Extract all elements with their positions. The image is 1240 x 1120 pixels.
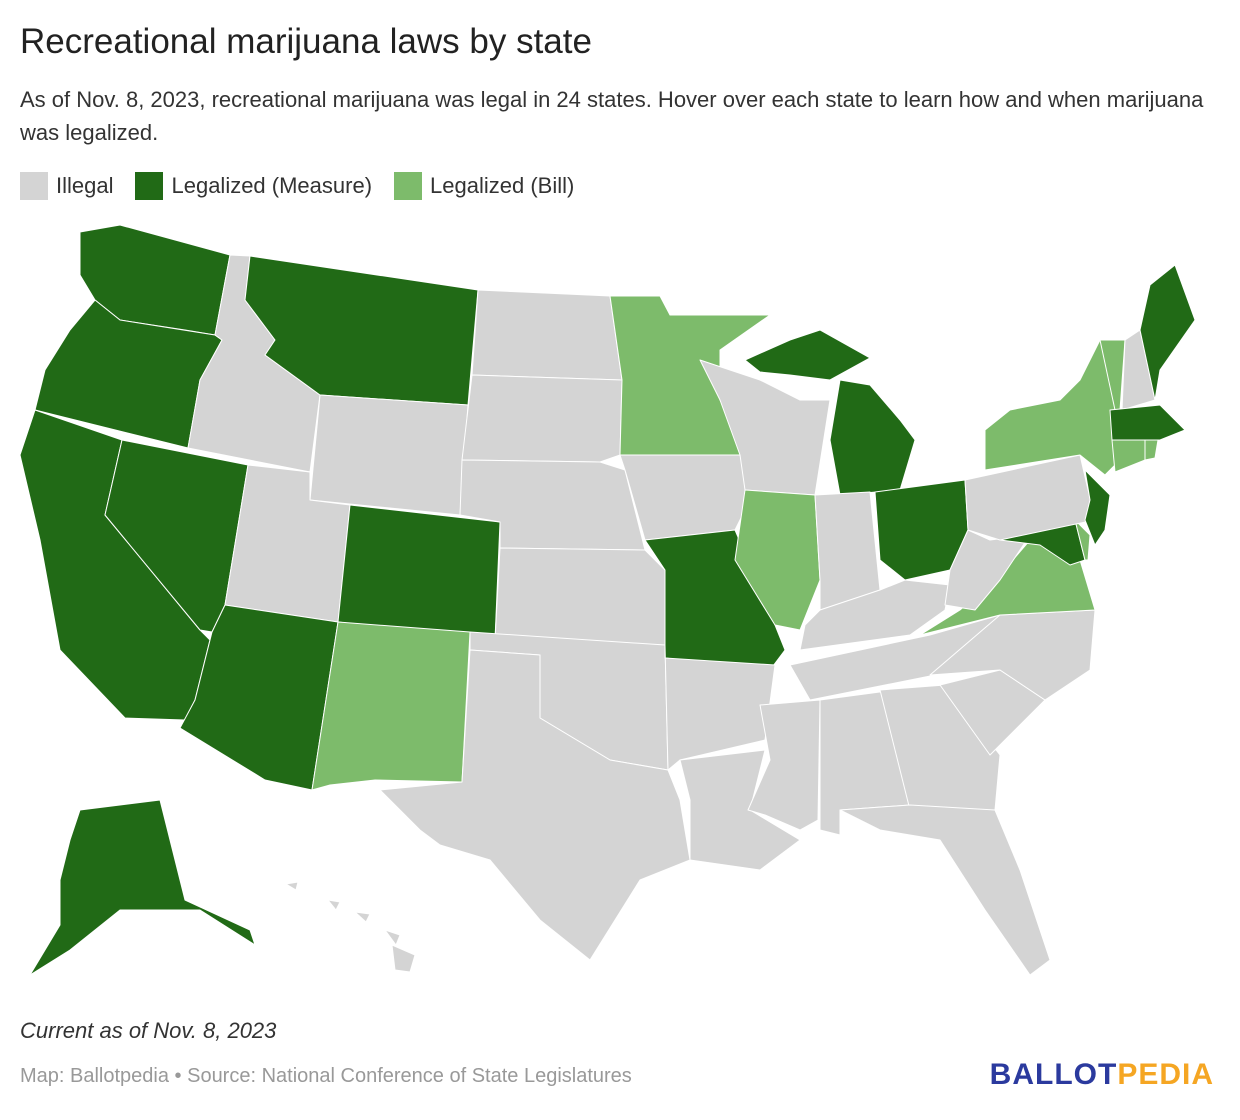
state-shape[interactable]	[839, 804, 1051, 976]
state-me[interactable]	[1139, 264, 1196, 401]
state-shape[interactable]	[814, 491, 881, 611]
state-co[interactable]	[337, 504, 501, 641]
state-shape[interactable]	[1109, 404, 1186, 441]
state-shape[interactable]	[337, 504, 501, 641]
state-nm[interactable]	[311, 621, 471, 791]
ballotpedia-logo: BALLOTPEDIA	[989, 1058, 1214, 1091]
state-fl[interactable]	[839, 804, 1051, 976]
legend-swatch	[135, 172, 164, 200]
state-ak[interactable]	[29, 799, 256, 976]
state-shape[interactable]	[461, 374, 623, 463]
state-shape[interactable]	[379, 649, 691, 961]
state-shape[interactable]	[1139, 264, 1196, 401]
state-hi[interactable]	[285, 881, 416, 973]
legend-label: Legalized (Measure)	[171, 173, 373, 198]
state-shape[interactable]	[285, 881, 299, 891]
state-shape[interactable]	[964, 454, 1096, 541]
state-mi[interactable]	[744, 329, 916, 496]
state-shape[interactable]	[391, 944, 416, 973]
state-de[interactable]	[1074, 519, 1091, 561]
legend-item-bill: Legalized (Bill)	[394, 172, 574, 200]
state-shape[interactable]	[311, 621, 471, 791]
state-ks[interactable]	[494, 547, 666, 646]
state-shape[interactable]	[829, 379, 916, 496]
state-shape[interactable]	[679, 749, 801, 871]
map-subtitle: As of Nov. 8, 2023, recreational marijua…	[20, 87, 1204, 145]
state-shape[interactable]	[471, 289, 623, 381]
footnote: Current as of Nov. 8, 2023	[20, 1018, 277, 1043]
state-shape[interactable]	[1111, 439, 1146, 473]
map-title: Recreational marijuana laws by state	[20, 22, 592, 61]
legend-label: Legalized (Bill)	[430, 173, 575, 198]
legend: Illegal Legalized (Measure) Legalized (B…	[20, 172, 574, 200]
state-shape[interactable]	[384, 929, 401, 946]
state-la[interactable]	[679, 749, 801, 871]
state-ri[interactable]	[1144, 439, 1159, 461]
state-ia[interactable]	[619, 454, 756, 541]
state-shape[interactable]	[179, 604, 339, 791]
state-ga[interactable]	[879, 684, 1001, 811]
state-shape[interactable]	[1144, 439, 1159, 461]
state-ma[interactable]	[1109, 404, 1186, 441]
state-nj[interactable]	[1084, 469, 1111, 546]
state-pa[interactable]	[964, 454, 1096, 541]
state-shape[interactable]	[879, 684, 1001, 811]
state-shape[interactable]	[1074, 519, 1091, 561]
state-shape[interactable]	[354, 911, 371, 923]
state-shape[interactable]	[494, 547, 666, 646]
state-shape[interactable]	[1084, 469, 1111, 546]
state-ct[interactable]	[1111, 439, 1146, 473]
state-wy[interactable]	[309, 394, 469, 516]
source-line: Map: Ballotpedia • Source: National Conf…	[20, 1065, 632, 1087]
state-az[interactable]	[179, 604, 339, 791]
state-shape[interactable]	[309, 394, 469, 516]
state-shape[interactable]	[29, 799, 256, 976]
state-nd[interactable]	[471, 289, 623, 381]
state-shape[interactable]	[619, 454, 756, 541]
state-shape[interactable]	[744, 329, 871, 381]
state-shape[interactable]	[327, 899, 341, 911]
state-tx[interactable]	[379, 649, 691, 961]
legend-swatch	[20, 172, 48, 200]
legend-item-illegal: Illegal	[20, 172, 113, 200]
us-map	[19, 224, 1196, 976]
state-in[interactable]	[814, 491, 881, 611]
legend-item-measure: Legalized (Measure)	[135, 172, 372, 200]
state-sd[interactable]	[461, 374, 623, 463]
legend-label: Illegal	[56, 173, 114, 198]
legend-swatch	[394, 172, 423, 200]
